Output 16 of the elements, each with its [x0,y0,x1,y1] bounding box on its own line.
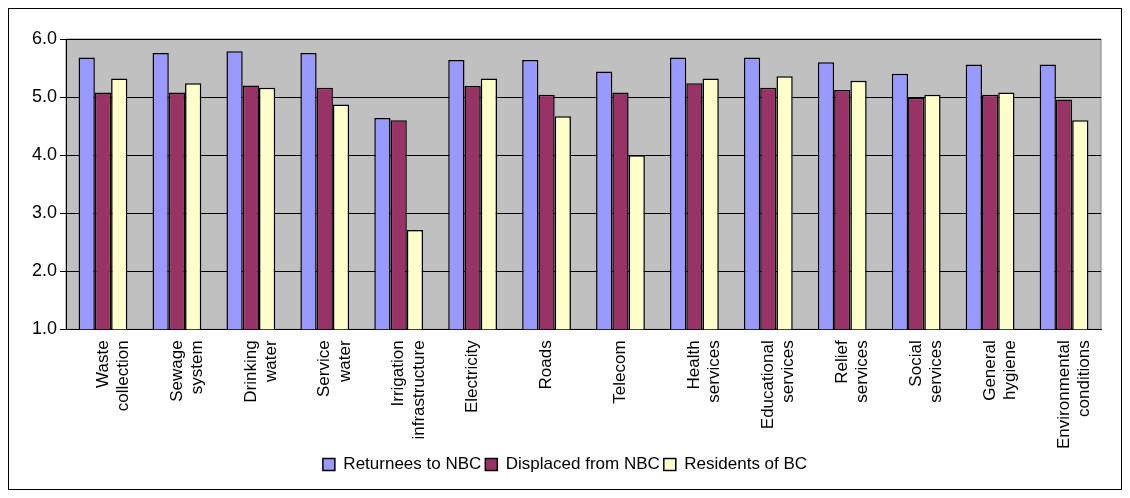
legend-label: Residents of BC [684,454,808,474]
y-tick-label: 5.0 [31,86,58,107]
y-tick-label: 1.0 [31,318,58,339]
x-tick-label: Telecom [610,340,630,404]
x-tick-label: Electricity [462,339,482,414]
x-tick-label: Roads [536,340,556,390]
y-tick-label: 3.0 [31,202,58,223]
y-tick-label: 4.0 [31,144,58,165]
x-tick-label: Drinking water [240,340,280,403]
x-tick-label: Waste collection [92,340,133,412]
legend-label: Returnees to NBC [343,454,482,474]
y-tick-label: 2.0 [31,260,58,281]
x-tick-label: Health services [684,340,724,403]
y-tick-label: 6.0 [31,27,58,48]
x-tick-label: Service water [314,340,354,398]
legend-label: Displaced from NBC [505,454,660,474]
